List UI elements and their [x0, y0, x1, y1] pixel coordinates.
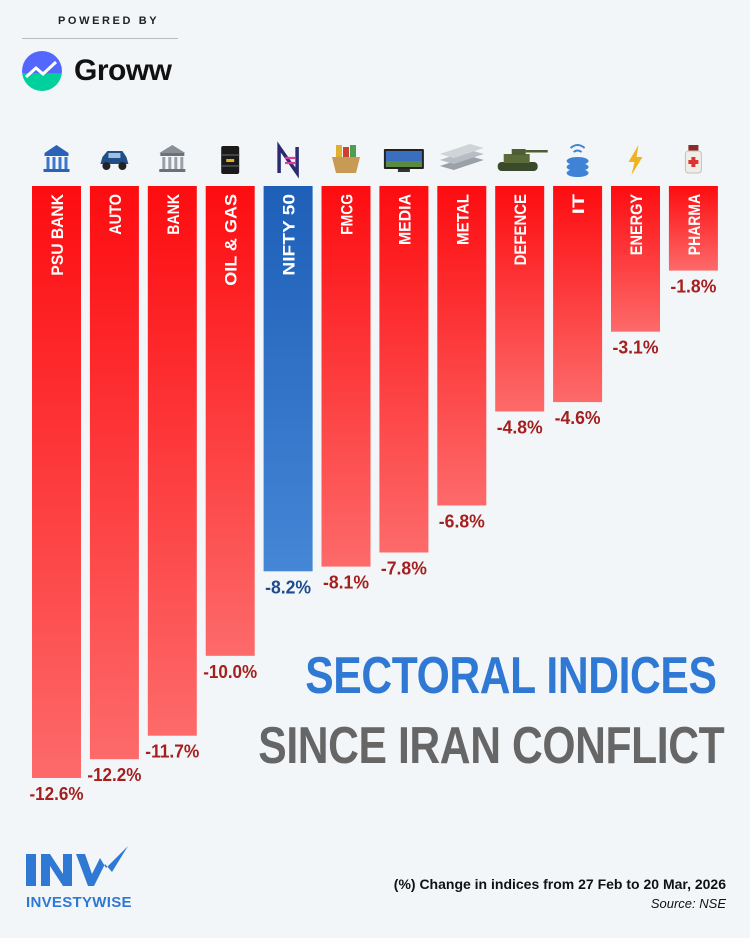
oil-barrel-icon	[221, 146, 240, 174]
bar-energy	[611, 186, 660, 332]
investywise-name: INVESTYWISE	[26, 894, 132, 911]
divider	[22, 38, 178, 39]
category-label-energy: ENERGY	[627, 193, 646, 255]
groww-logo-icon	[22, 51, 62, 91]
bar-bank	[147, 186, 197, 736]
value-label-media: -7.8%	[381, 559, 427, 579]
bar-it	[553, 186, 603, 403]
powered-by-label: POWERED BY	[58, 15, 160, 27]
footnote: (%) Change in indices from 27 Feb to 20 …	[393, 876, 726, 892]
category-label-auto: AUTO	[106, 194, 125, 235]
groww-brand-name: Groww	[74, 54, 172, 87]
bar-defence	[495, 186, 545, 412]
category-label-nifty-50: NIFTY 50	[280, 194, 299, 276]
database-wifi-icon	[566, 144, 589, 177]
category-label-metal: METAL	[453, 194, 472, 245]
bank-building-psu-icon	[43, 145, 70, 172]
value-label-pharma: -1.8%	[670, 277, 716, 297]
car-icon	[100, 151, 129, 170]
value-label-psu-bank: -12.6%	[30, 784, 84, 804]
value-label-oil-gas: -10.0%	[203, 662, 257, 682]
category-label-defence: DEFENCE	[511, 194, 530, 265]
metal-beams-icon	[439, 144, 484, 170]
bar-nifty-50	[263, 186, 313, 572]
tank-icon	[497, 149, 548, 171]
bar-psu-bank	[32, 186, 81, 778]
category-label-oil-gas: OIL & GAS	[222, 194, 241, 286]
category-label-psu-bank: PSU BANK	[48, 193, 67, 275]
category-label-it: IT	[569, 193, 588, 214]
bar-auto	[89, 186, 139, 760]
bar-media	[379, 186, 429, 553]
lightning-icon	[628, 145, 643, 175]
nifty-logo-icon	[277, 141, 299, 179]
category-label-pharma: PHARMA	[685, 194, 704, 255]
value-label-auto: -12.2%	[87, 765, 141, 785]
tv-icon	[383, 149, 424, 172]
value-label-energy: -3.1%	[613, 338, 659, 358]
value-label-fmcg: -8.1%	[323, 573, 369, 593]
value-label-defence: -4.8%	[497, 418, 543, 438]
bar-metal	[437, 186, 487, 506]
bar-oil-gas	[205, 186, 255, 656]
grocery-basket-icon	[332, 145, 360, 173]
medicine-bottle-icon	[684, 145, 702, 174]
bar-fmcg	[321, 186, 371, 567]
value-label-nifty-50: -8.2%	[265, 577, 311, 597]
category-label-media: MEDIA	[395, 194, 414, 245]
value-label-it: -4.6%	[555, 408, 601, 428]
source-note: Source: NSE	[650, 896, 726, 911]
bank-building-icon	[159, 145, 186, 172]
category-label-bank: BANK	[164, 193, 183, 234]
bar-pharma	[668, 186, 718, 271]
value-label-bank: -11.7%	[145, 742, 199, 762]
investywise-logo-icon	[26, 846, 128, 886]
category-label-fmcg: FMCG	[338, 194, 357, 235]
chart-title-line-1: SECTORAL INDICES	[304, 647, 717, 705]
value-label-metal: -6.8%	[439, 512, 485, 532]
chart-title-line-2: SINCE IRAN CONFLICT	[258, 717, 724, 775]
